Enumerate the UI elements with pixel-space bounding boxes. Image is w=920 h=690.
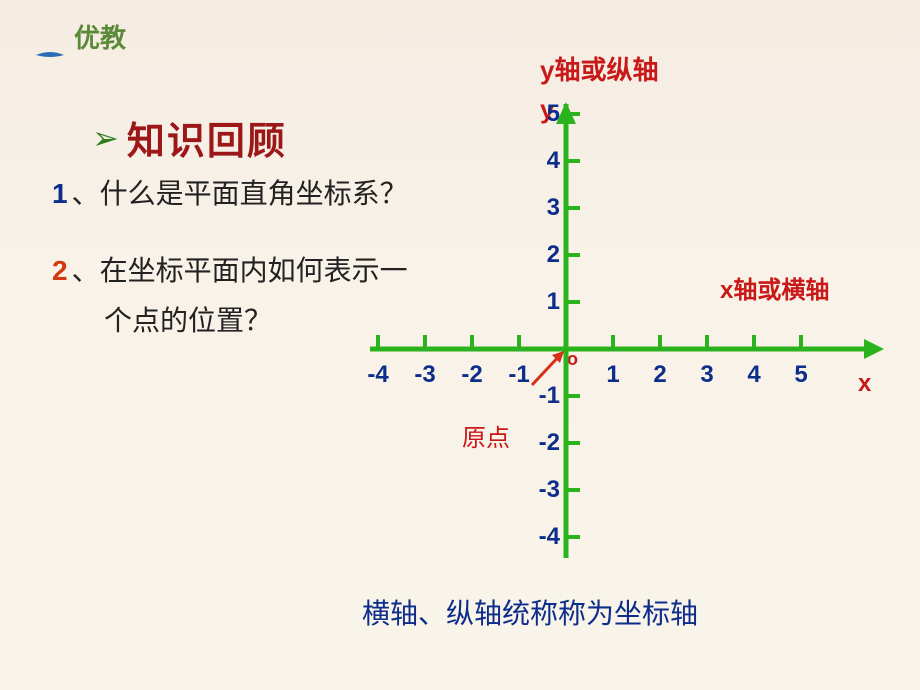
- x-tick-label: 1: [599, 361, 627, 389]
- logo-icon: [32, 19, 68, 55]
- bottom-caption: 横轴、纵轴统称称为坐标轴: [362, 592, 698, 632]
- x-tick-label: 2: [646, 361, 674, 389]
- x-tick-label: -3: [411, 361, 439, 389]
- section-title: ➢ 知识回顾: [92, 110, 287, 165]
- q1-number: 1: [52, 178, 68, 210]
- x-tick-label: 5: [787, 361, 815, 389]
- x-tick-label: 4: [740, 361, 768, 389]
- y-tick-label: 3: [526, 194, 560, 222]
- q2-sep: 、: [72, 255, 100, 286]
- q1-sep: 、: [72, 172, 100, 212]
- q2-number: 2: [52, 255, 68, 286]
- y-axis-title: y轴或纵轴: [540, 50, 658, 87]
- question-1: 1、什么是平面直角坐标系？: [52, 172, 408, 212]
- q1-text: 什么是平面直角坐标系？: [100, 172, 408, 212]
- x-tick-label: -4: [364, 361, 392, 389]
- y-tick-label: 5: [526, 100, 560, 128]
- y-tick-label: -3: [526, 476, 560, 504]
- y-tick-label: -1: [526, 382, 560, 410]
- y-tick-label: 2: [526, 241, 560, 269]
- x-tick-label: 3: [693, 361, 721, 389]
- title-text: 知识回顾: [127, 110, 287, 165]
- y-tick-label: 1: [526, 288, 560, 316]
- y-tick-label: 4: [526, 147, 560, 175]
- y-tick-label: -2: [526, 429, 560, 457]
- y-tick-label: -4: [526, 523, 560, 551]
- logo-text: 优教: [74, 18, 126, 55]
- coord-svg: [370, 100, 890, 580]
- coordinate-plane: -4-3-2-11234554321-1-2-3-4: [370, 100, 890, 580]
- arrow-bullet-icon: ➢: [92, 122, 119, 154]
- q2-line1: 在坐标平面内如何表示一: [100, 255, 408, 286]
- logo: 优教: [32, 18, 126, 55]
- x-tick-label: -2: [458, 361, 486, 389]
